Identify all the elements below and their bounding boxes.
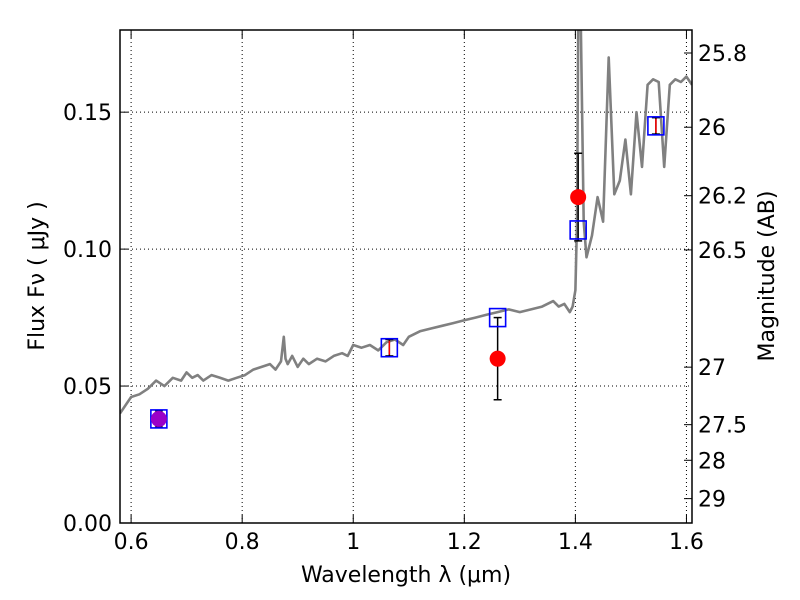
x-axis-label: Wavelength λ (μm) <box>301 563 511 588</box>
x-tick-label: 1.2 <box>447 530 482 555</box>
x-tick-label: 0.8 <box>225 530 260 555</box>
y-tick-label: 0.05 <box>63 375 112 400</box>
model-square <box>647 116 665 136</box>
model-squares <box>150 116 665 429</box>
y-tick-label: 0.15 <box>63 101 112 126</box>
y2-axis-ticks: 25.8 26 26.2 26.5 27 27.5 28 29 <box>684 42 747 513</box>
x-tick-label: 1.4 <box>558 530 593 555</box>
sed-line <box>120 30 692 415</box>
sed-curve <box>120 30 692 415</box>
observed-point <box>570 189 587 206</box>
y-tick-label: 0.00 <box>63 512 112 537</box>
plot-frame <box>119 29 693 524</box>
y-tick-label: 0.10 <box>63 238 112 263</box>
x-tick-label: 0.6 <box>114 530 149 555</box>
y2-tick-label: 27.5 <box>698 414 747 439</box>
observed-point <box>489 350 506 367</box>
y2-tick-label: 26.5 <box>698 239 747 264</box>
x-tick-label: 1.6 <box>669 530 704 555</box>
y-axis-label: Flux Fν ( μJy ) <box>25 201 50 350</box>
y2-tick-label: 25.8 <box>698 42 747 67</box>
observed-point <box>150 410 167 427</box>
y2-axis-label: Magnitude (AB) <box>755 191 780 362</box>
model-square <box>488 307 507 328</box>
y2-tick-label: 26.2 <box>698 185 747 210</box>
x-tick-label: 1 <box>346 530 360 555</box>
y2-tick-label: 29 <box>698 488 726 513</box>
y2-tick-label: 27 <box>698 356 726 381</box>
y2-tick-label: 28 <box>698 449 726 474</box>
y2-tick-label: 26 <box>698 116 726 141</box>
model-square <box>569 220 587 240</box>
y-axis-ticks: 0.00 0.05 0.10 0.15 <box>63 101 128 537</box>
model-square <box>380 337 399 358</box>
observed-points <box>150 118 657 427</box>
x-axis-ticks: 0.6 0.8 1 1.2 1.4 1.6 <box>114 30 704 555</box>
